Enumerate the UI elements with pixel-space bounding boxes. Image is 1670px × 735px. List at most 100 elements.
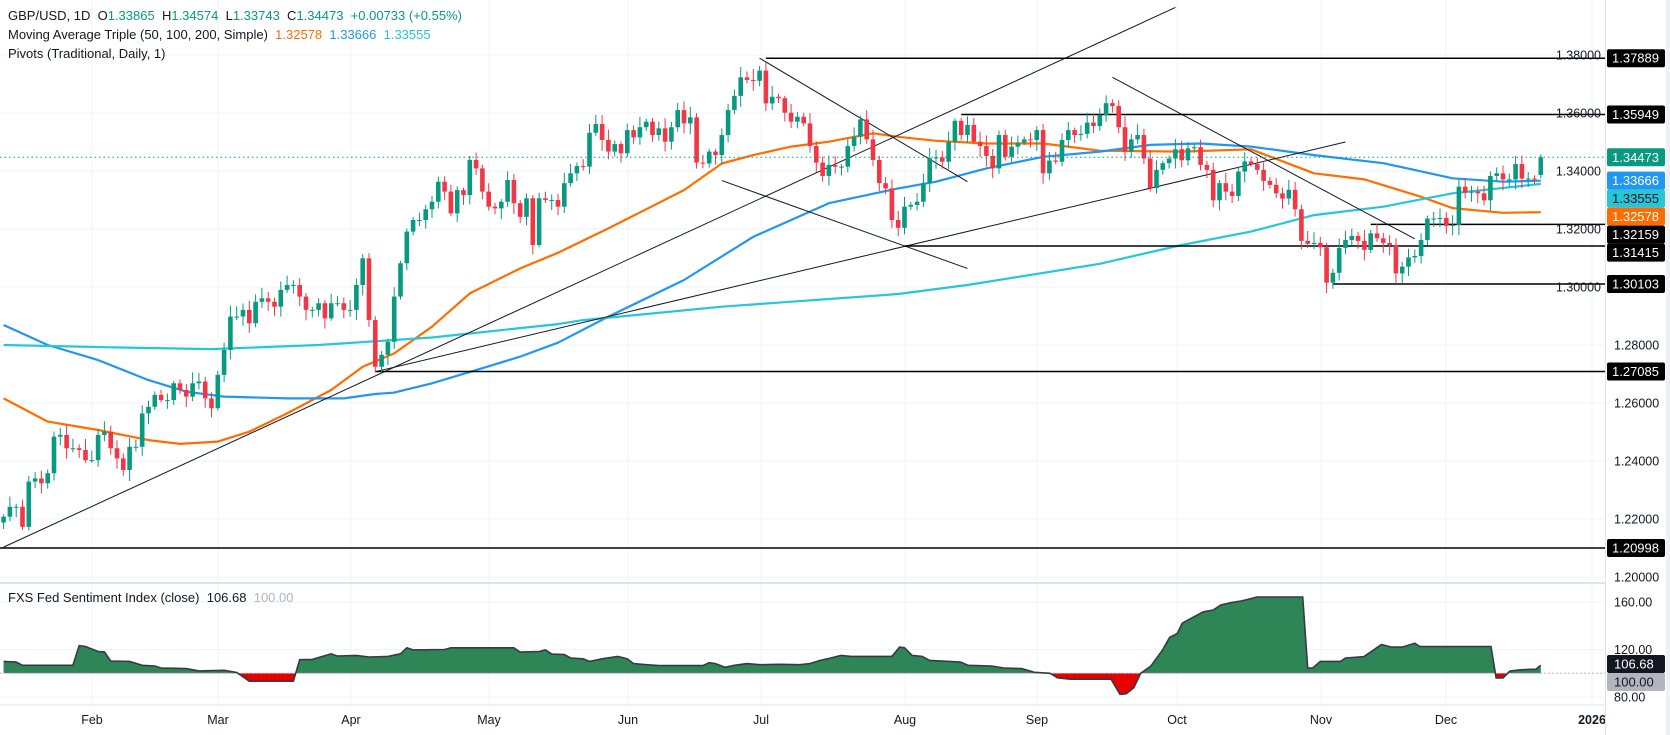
- indicator-title[interactable]: FXS Fed Sentiment Index (close): [8, 590, 200, 605]
- candle: [1122, 116, 1128, 161]
- candle-body: [681, 110, 687, 124]
- candle-body: [1028, 139, 1033, 141]
- candle: [190, 372, 195, 402]
- price-badge: 1.33555: [1607, 189, 1665, 208]
- candle-body: [1292, 189, 1298, 210]
- time-tick-label: Dec: [1435, 713, 1457, 727]
- price-badge: 1.30103: [1607, 275, 1665, 294]
- candle: [1110, 99, 1115, 113]
- candle: [45, 469, 50, 489]
- price-badge-bg: [1607, 207, 1665, 226]
- ma-200-line: [3, 182, 1541, 351]
- candle-body: [1034, 130, 1040, 140]
- candle-body: [1040, 130, 1046, 174]
- candle: [889, 179, 895, 229]
- candle: [1381, 232, 1386, 253]
- candle: [1406, 248, 1411, 276]
- candle: [1009, 136, 1014, 162]
- candle: [429, 196, 435, 219]
- candle: [121, 453, 126, 476]
- candle-body: [429, 201, 435, 210]
- candle-body: [851, 136, 857, 147]
- candle-body: [1343, 240, 1348, 248]
- time-axis[interactable]: [0, 705, 1605, 735]
- price-badge-bg: [1607, 49, 1665, 68]
- candle: [1084, 112, 1090, 139]
- candle: [1355, 231, 1361, 249]
- candle-body: [1362, 240, 1367, 250]
- candle-body: [927, 158, 932, 184]
- candle: [1059, 133, 1065, 167]
- candle: [492, 202, 498, 215]
- candle: [788, 104, 794, 129]
- price-badge: 1.27085: [1607, 362, 1665, 381]
- candle-body: [1519, 164, 1525, 179]
- price-tick-label: 1.34000: [1556, 165, 1601, 179]
- candle-body: [448, 191, 454, 214]
- price-badge-bg: [1607, 148, 1665, 167]
- candle: [448, 184, 454, 216]
- candle-body: [26, 481, 32, 527]
- candle: [341, 297, 347, 319]
- candle-body: [1053, 160, 1058, 162]
- ma200-value: 1.33555: [383, 27, 431, 42]
- candle-body: [965, 124, 970, 136]
- candle: [404, 228, 410, 271]
- candle-body: [719, 135, 725, 156]
- candle-body: [782, 98, 788, 113]
- candle-body: [788, 112, 794, 122]
- candle: [152, 391, 158, 411]
- candle: [688, 106, 693, 135]
- candle: [751, 68, 756, 91]
- price-tick-label: 1.20000: [1614, 571, 1659, 585]
- candle: [1299, 204, 1304, 250]
- candle: [385, 338, 391, 366]
- candle: [1047, 151, 1052, 180]
- symbol-title[interactable]: GBP/USD, 1D: [8, 8, 91, 23]
- candle: [1324, 242, 1329, 294]
- candle-body: [1412, 255, 1418, 258]
- candle-body: [436, 181, 441, 202]
- price-badge-bg: [1607, 171, 1665, 190]
- candle-body: [1513, 164, 1518, 180]
- candle-body: [1450, 224, 1455, 226]
- candle: [240, 303, 246, 326]
- candle-body: [259, 298, 265, 302]
- candle: [1368, 230, 1373, 254]
- candle: [940, 150, 945, 169]
- ma-title[interactable]: Moving Average Triple (50, 100, 200, Sim…: [8, 27, 268, 42]
- candle-body: [977, 141, 983, 147]
- candle-body: [1179, 149, 1184, 161]
- candle: [272, 297, 277, 316]
- indicator-value: 106.68: [206, 590, 247, 605]
- candle: [436, 176, 441, 209]
- change-value: +0.00733 (+0.55%): [350, 8, 462, 23]
- candle: [744, 71, 750, 84]
- candle-body: [883, 183, 888, 189]
- pivots-title[interactable]: Pivots (Traditional, Daily, 1): [8, 46, 166, 61]
- candle-body: [984, 146, 989, 156]
- candle: [1412, 249, 1418, 263]
- candle: [1343, 230, 1348, 254]
- candle-body: [284, 284, 290, 290]
- time-tick-label: Nov: [1310, 713, 1333, 727]
- sentiment-area: [0, 596, 1605, 696]
- candle: [291, 280, 296, 294]
- candle-body: [1003, 135, 1008, 157]
- candle: [76, 444, 82, 458]
- candle: [795, 111, 800, 129]
- candle: [1198, 139, 1203, 171]
- candle-body: [398, 263, 403, 297]
- candle-body: [1166, 158, 1172, 164]
- candle-body: [511, 179, 517, 204]
- candle: [902, 196, 907, 235]
- candle: [1292, 181, 1298, 217]
- candle-body: [1173, 149, 1178, 159]
- candle: [700, 154, 706, 169]
- candle-body: [744, 77, 750, 80]
- candle: [114, 440, 120, 469]
- candle: [1129, 134, 1134, 158]
- grid-lines: [0, 0, 1605, 705]
- candle-body: [1059, 139, 1065, 162]
